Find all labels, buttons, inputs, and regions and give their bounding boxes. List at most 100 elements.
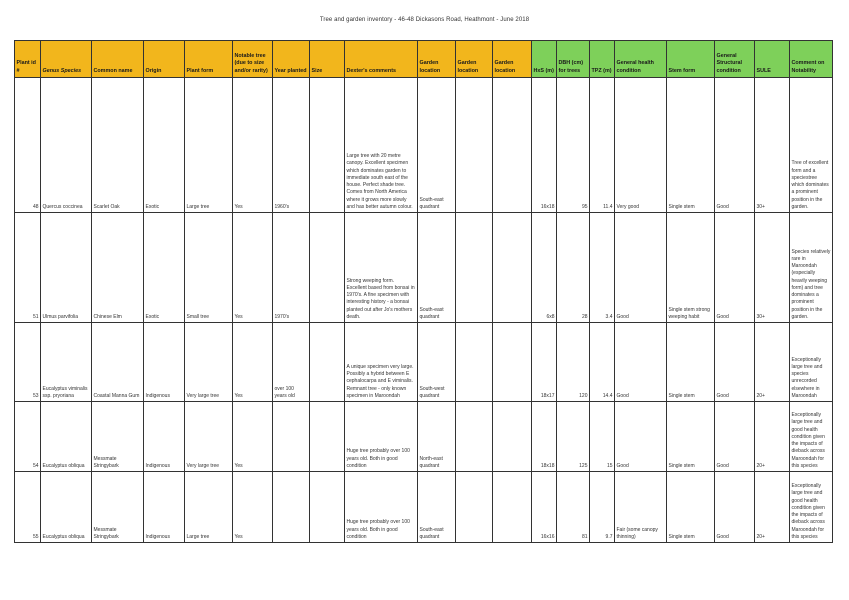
header-garden-location-1: Garden location bbox=[417, 40, 456, 78]
notability-cell: Exceptionally large tree and species unr… bbox=[789, 322, 833, 402]
origin-cell: Exotic bbox=[143, 77, 185, 213]
plant-form-cell: Very large tree bbox=[184, 322, 233, 402]
stem-form-cell: Single stem strong weeping habit bbox=[666, 212, 715, 323]
common-name-cell: Coastal Manna Gum bbox=[91, 322, 144, 402]
hxs-cell: 16x16 bbox=[531, 471, 557, 543]
health-cell: Fair (some canopy thinning) bbox=[614, 471, 667, 543]
header-dexters-comments: Dexter's comments bbox=[344, 40, 418, 78]
table-row: 54 Eucalyptus obliqua Messmate Stringyba… bbox=[14, 401, 833, 472]
plant-form-cell: Large tree bbox=[184, 471, 233, 543]
health-cell: Good bbox=[614, 401, 667, 472]
dbh-cell: 120 bbox=[556, 322, 590, 402]
structural-cell: Good bbox=[714, 77, 755, 213]
sule-cell: 20+ bbox=[754, 401, 790, 472]
structural-cell: Good bbox=[714, 212, 755, 323]
common-name-cell: Chinese Elm bbox=[91, 212, 144, 323]
year-planted-cell: 1970's bbox=[272, 212, 310, 323]
hxs-cell: 18x18 bbox=[531, 401, 557, 472]
dbh-cell: 81 bbox=[556, 471, 590, 543]
header-plant-id: Plant id # bbox=[14, 40, 41, 78]
sule-cell: 30+ bbox=[754, 77, 790, 213]
table-row: 53 Eucalyptus viminalis ssp. pryoriana C… bbox=[14, 322, 833, 402]
plant-id-cell: 54 bbox=[14, 401, 41, 472]
notability-cell: Tree of excellent form and a speciestree… bbox=[789, 77, 833, 213]
origin-cell: Indigenous bbox=[143, 471, 185, 543]
dbh-cell: 95 bbox=[556, 77, 590, 213]
origin-cell: Exotic bbox=[143, 212, 185, 323]
sule-cell: 20+ bbox=[754, 322, 790, 402]
header-dbh: DBH (cm) for trees bbox=[556, 40, 590, 78]
header-notable-tree: Notable tree (due to size and/or rarity) bbox=[232, 40, 273, 78]
species-cell: Quercus coccinea bbox=[40, 77, 92, 213]
header-genus-species: Genus Species bbox=[40, 40, 92, 78]
structural-cell: Good bbox=[714, 322, 755, 402]
size-cell bbox=[309, 212, 345, 323]
dbh-cell: 28 bbox=[556, 212, 590, 323]
header-sule: SULE bbox=[754, 40, 790, 78]
header-garden-location-2: Garden location bbox=[455, 40, 493, 78]
common-name-cell: Scarlet Oak bbox=[91, 77, 144, 213]
header-stem-form: Stem form bbox=[666, 40, 715, 78]
notable-cell: Yes bbox=[232, 212, 273, 323]
garden-location-cell: South-east quadrant bbox=[417, 471, 456, 543]
plant-id-cell: 48 bbox=[14, 77, 41, 213]
hxs-cell: 18x17 bbox=[531, 322, 557, 402]
tpz-cell: 3.4 bbox=[589, 212, 615, 323]
dexter-comment-cell: Large tree with 20 metre canopy. Excelle… bbox=[344, 77, 418, 213]
size-cell bbox=[309, 471, 345, 543]
notability-cell: Exceptionally large tree and good health… bbox=[789, 471, 833, 543]
year-planted-cell bbox=[272, 471, 310, 543]
header-hxs: HxS (m) bbox=[531, 40, 557, 78]
garden-location-cell-2 bbox=[455, 212, 493, 323]
structural-cell: Good bbox=[714, 471, 755, 543]
garden-location-cell-3 bbox=[492, 212, 532, 323]
hxs-cell: 16x18 bbox=[531, 77, 557, 213]
garden-location-cell: South-east quadrant bbox=[417, 212, 456, 323]
stem-form-cell: Single stem bbox=[666, 77, 715, 213]
garden-location-cell-3 bbox=[492, 471, 532, 543]
tpz-cell: 11.4 bbox=[589, 77, 615, 213]
table-header-row: Plant id # Genus Species Common name Ori… bbox=[14, 40, 833, 78]
garden-location-cell: South-east quadrant bbox=[417, 77, 456, 213]
plant-id-cell: 55 bbox=[14, 471, 41, 543]
stem-form-cell: Single stem bbox=[666, 401, 715, 472]
table-row: 48 Quercus coccinea Scarlet Oak Exotic L… bbox=[14, 77, 833, 213]
garden-location-cell-3 bbox=[492, 401, 532, 472]
garden-location-cell: South-west quadrant bbox=[417, 322, 456, 402]
garden-location-cell-2 bbox=[455, 77, 493, 213]
plant-id-cell: 51 bbox=[14, 212, 41, 323]
garden-location-cell-2 bbox=[455, 401, 493, 472]
tpz-cell: 15 bbox=[589, 401, 615, 472]
header-general-health: General health condition bbox=[614, 40, 667, 78]
notable-cell: Yes bbox=[232, 322, 273, 402]
garden-location-cell-3 bbox=[492, 322, 532, 402]
year-planted-cell bbox=[272, 401, 310, 472]
header-common-name: Common name bbox=[91, 40, 144, 78]
species-cell: Ulmus parvifolia bbox=[40, 212, 92, 323]
species-cell: Eucalyptus obliqua bbox=[40, 401, 92, 472]
stem-form-cell: Single stem bbox=[666, 322, 715, 402]
notable-cell: Yes bbox=[232, 77, 273, 213]
notability-cell: Species relatively rare in Maroondah (es… bbox=[789, 212, 833, 323]
sule-cell: 30+ bbox=[754, 212, 790, 323]
tpz-cell: 14.4 bbox=[589, 322, 615, 402]
dexter-comment-cell: Strong weeping form. Excellent based fro… bbox=[344, 212, 418, 323]
dexter-comment-cell: Huge tree probably over 100 years old. B… bbox=[344, 401, 418, 472]
notable-cell: Yes bbox=[232, 401, 273, 472]
header-garden-location-3: Garden location bbox=[492, 40, 532, 78]
health-cell: Good bbox=[614, 322, 667, 402]
stem-form-cell: Single stem bbox=[666, 471, 715, 543]
year-planted-cell: over 100 years old bbox=[272, 322, 310, 402]
header-tpz: TPZ (m) bbox=[589, 40, 615, 78]
header-size: Size bbox=[309, 40, 345, 78]
header-comment-notability: Comment on Notability bbox=[789, 40, 833, 78]
plant-id-cell: 53 bbox=[14, 322, 41, 402]
origin-cell: Indigenous bbox=[143, 322, 185, 402]
common-name-cell: Messmate Stringybark bbox=[91, 471, 144, 543]
header-year-planted: Year planted bbox=[272, 40, 310, 78]
dexter-comment-cell: A unique specimen very large. Possibly a… bbox=[344, 322, 418, 402]
size-cell bbox=[309, 77, 345, 213]
table-row: 51 Ulmus parvifolia Chinese Elm Exotic S… bbox=[14, 212, 833, 323]
dbh-cell: 125 bbox=[556, 401, 590, 472]
garden-location-cell: North-east quadrant bbox=[417, 401, 456, 472]
